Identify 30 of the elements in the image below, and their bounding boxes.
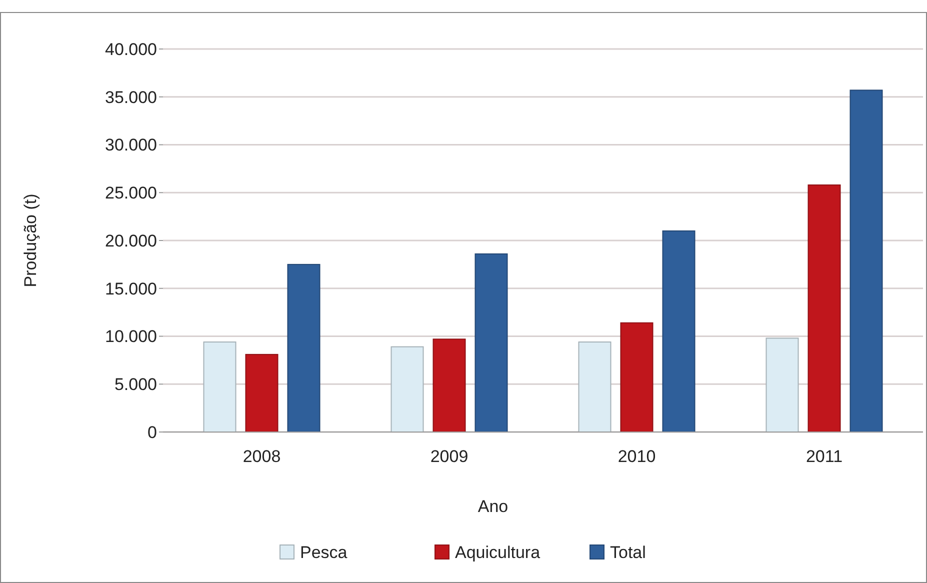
x-tick-label: 2011	[806, 447, 843, 466]
bar	[808, 184, 841, 432]
y-tick-label: 40.000	[105, 40, 157, 59]
bar	[474, 253, 508, 432]
y-tick-label: 10.000	[105, 327, 157, 346]
bar	[245, 354, 278, 432]
y-tick-label: 20.000	[105, 231, 157, 250]
x-tick-label: 2009	[430, 447, 468, 466]
y-tick-label: 0	[148, 422, 157, 442]
x-tick-label: 2010	[618, 447, 656, 466]
legend-label: Aquicultura	[455, 542, 541, 562]
y-tick-label: 30.000	[105, 136, 157, 155]
y-tick-label: 15.000	[105, 279, 157, 298]
legend-label: Pesca	[300, 542, 348, 562]
y-tick-label: 5.000	[114, 375, 157, 394]
bar	[287, 264, 320, 432]
y-axis-title: Produção (t)	[21, 194, 40, 288]
bar	[662, 230, 696, 432]
bar	[390, 346, 424, 432]
legend-label: Total	[610, 542, 646, 562]
y-tick-label: 35.000	[105, 88, 157, 107]
bar	[432, 338, 466, 432]
bar	[766, 338, 799, 432]
bar	[620, 322, 654, 432]
x-axis-title: Ano	[478, 497, 508, 516]
y-tick-label: 25.000	[105, 184, 157, 203]
bar	[578, 341, 612, 432]
bar	[850, 90, 883, 432]
bar	[203, 341, 236, 432]
x-tick-label: 2008	[242, 447, 281, 466]
